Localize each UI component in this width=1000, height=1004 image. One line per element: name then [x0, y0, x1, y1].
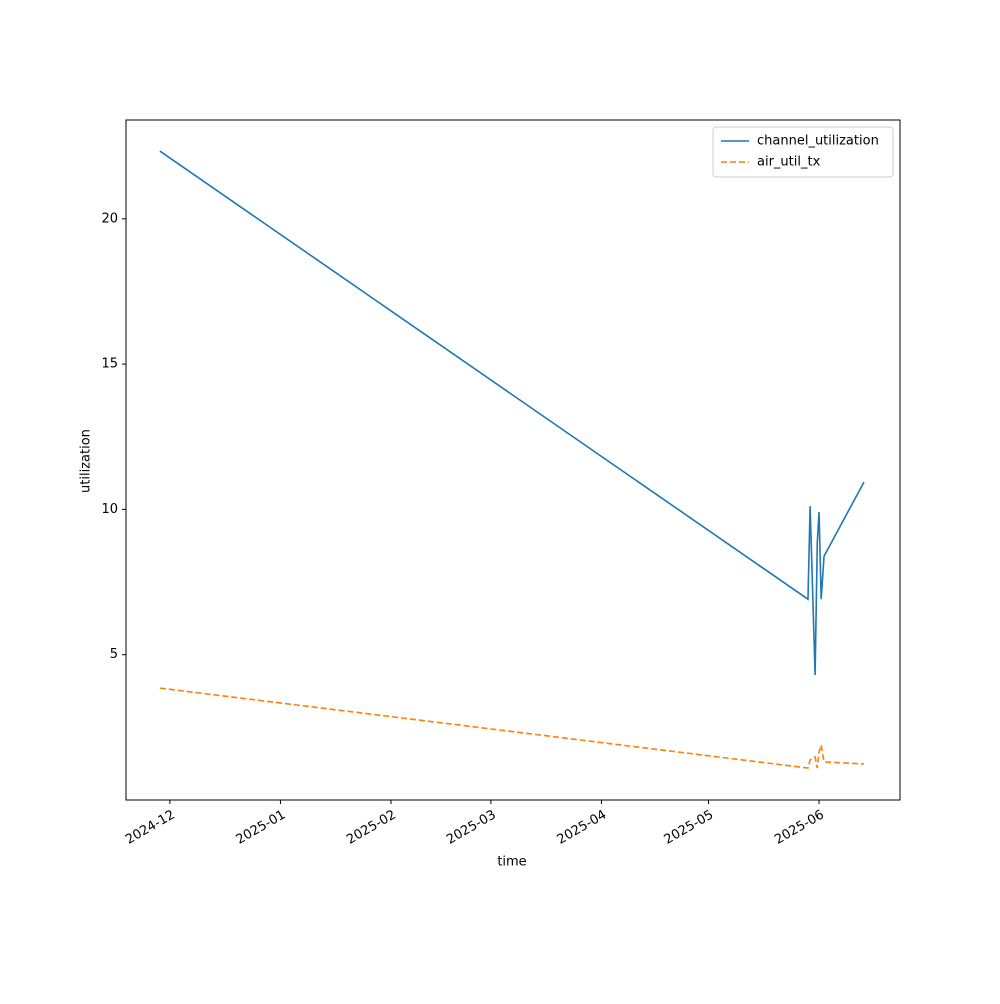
legend-label: channel_utilization [757, 134, 879, 149]
data-line [159, 150, 865, 676]
y-tick-label: 20 [101, 211, 118, 226]
plot-frame [125, 119, 901, 801]
x-axis-label: time [497, 855, 526, 870]
y-tick-label: 5 [110, 647, 118, 662]
y-tick-label: 10 [101, 502, 118, 517]
data-line [159, 687, 865, 769]
y-axis-label: utilization [79, 429, 94, 493]
y-tick-label: 15 [101, 357, 118, 372]
legend-label: air_util_tx [757, 155, 821, 170]
legend-box [712, 126, 894, 178]
